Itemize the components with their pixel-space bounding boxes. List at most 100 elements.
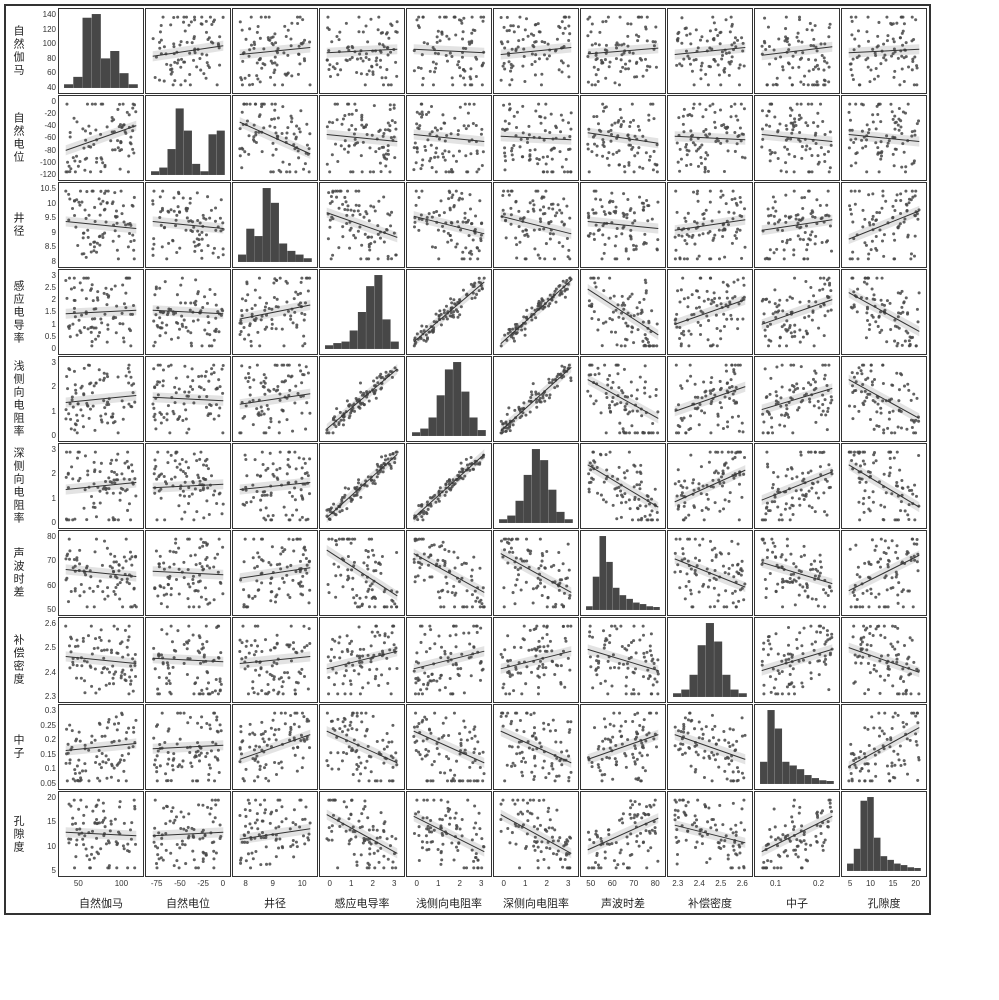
scatter-cell bbox=[667, 443, 753, 529]
scatter-cell bbox=[580, 617, 666, 703]
scatter-cell bbox=[58, 356, 144, 442]
y-tick: 2 bbox=[52, 469, 56, 478]
x-tick: 3 bbox=[479, 879, 483, 888]
y-tick: 0.5 bbox=[45, 332, 56, 341]
y-tick: 5 bbox=[52, 866, 56, 875]
scatter-cell bbox=[754, 95, 840, 181]
y-tick: 2 bbox=[52, 295, 56, 304]
scatter-cell bbox=[754, 617, 840, 703]
x-tick: 70 bbox=[629, 879, 638, 888]
y-tick: 60 bbox=[47, 581, 56, 590]
diag-histogram bbox=[754, 704, 840, 790]
y-tick: 2 bbox=[52, 382, 56, 391]
x-ticks: 0.10.2 bbox=[754, 878, 840, 892]
row-label: 中子 bbox=[8, 704, 28, 790]
scatter-cell bbox=[232, 530, 318, 616]
y-tick: 80 bbox=[47, 54, 56, 63]
y-tick: -80 bbox=[44, 146, 56, 155]
y-tick: 10.5 bbox=[40, 184, 56, 193]
x-label: 井径 bbox=[232, 893, 318, 911]
y-tick: 10 bbox=[47, 842, 56, 851]
y-tick: 0.3 bbox=[45, 706, 56, 715]
scatter-cell bbox=[841, 182, 927, 268]
y-tick: 100 bbox=[43, 39, 56, 48]
scatter-cell bbox=[232, 356, 318, 442]
x-tick: 60 bbox=[608, 879, 617, 888]
scatter-cell bbox=[667, 182, 753, 268]
row-label: 孔隙度 bbox=[8, 791, 28, 877]
scatter-cell bbox=[493, 791, 579, 877]
x-tick: -50 bbox=[174, 879, 186, 888]
row-label: 井径 bbox=[8, 182, 28, 268]
scatter-cell bbox=[841, 8, 927, 94]
y-tick: 50 bbox=[47, 605, 56, 614]
scatter-cell bbox=[841, 356, 927, 442]
x-ticks: 0123 bbox=[493, 878, 579, 892]
scatter-cell bbox=[406, 617, 492, 703]
y-tick: 1 bbox=[52, 494, 56, 503]
y-tick: 40 bbox=[47, 83, 56, 92]
scatter-cell bbox=[580, 356, 666, 442]
scatter-cell bbox=[406, 530, 492, 616]
scatter-cell bbox=[145, 8, 231, 94]
y-tick: -20 bbox=[44, 109, 56, 118]
scatter-cell bbox=[580, 443, 666, 529]
x-label: 深侧向电阻率 bbox=[493, 893, 579, 911]
spacer bbox=[29, 878, 57, 892]
scatter-cell bbox=[58, 269, 144, 355]
y-tick: 1 bbox=[52, 320, 56, 329]
y-tick: 0 bbox=[52, 97, 56, 106]
y-tick: 60 bbox=[47, 68, 56, 77]
scatter-cell bbox=[319, 530, 405, 616]
spacer bbox=[8, 878, 28, 892]
diag-histogram bbox=[841, 791, 927, 877]
scatter-cell bbox=[667, 530, 753, 616]
y-tick: 0 bbox=[52, 344, 56, 353]
y-tick: 0.15 bbox=[40, 750, 56, 759]
scatter-cell bbox=[145, 617, 231, 703]
x-tick: -25 bbox=[197, 879, 209, 888]
x-ticks: 2.32.42.52.6 bbox=[667, 878, 753, 892]
x-tick: 0 bbox=[415, 879, 419, 888]
x-label: 感应电导率 bbox=[319, 893, 405, 911]
x-tick: 8 bbox=[243, 879, 247, 888]
x-ticks: 50607080 bbox=[580, 878, 666, 892]
y-ticks: 140120100806040 bbox=[29, 8, 57, 94]
x-tick: 0 bbox=[221, 879, 225, 888]
diag-histogram bbox=[406, 356, 492, 442]
row-label: 自然伽马 bbox=[8, 8, 28, 94]
y-tick: 0 bbox=[52, 518, 56, 527]
y-tick: 0 bbox=[52, 431, 56, 440]
x-label: 中子 bbox=[754, 893, 840, 911]
y-tick: 70 bbox=[47, 556, 56, 565]
row-label-text: 感应电导率 bbox=[10, 280, 26, 345]
scatter-cell bbox=[406, 791, 492, 877]
scatter-cell bbox=[841, 704, 927, 790]
row-label: 自然电位 bbox=[8, 95, 28, 181]
x-tick: 0 bbox=[502, 879, 506, 888]
scatter-cell bbox=[493, 8, 579, 94]
scatter-cell bbox=[145, 182, 231, 268]
y-tick: 2.4 bbox=[45, 668, 56, 677]
scatter-cell bbox=[580, 269, 666, 355]
y-tick: 2.6 bbox=[45, 619, 56, 628]
row-label-text: 深侧向电阻率 bbox=[10, 447, 26, 525]
scatter-cell bbox=[145, 269, 231, 355]
spacer bbox=[8, 893, 28, 911]
scatter-cell bbox=[58, 704, 144, 790]
y-tick: 15 bbox=[47, 817, 56, 826]
x-tick: 10 bbox=[298, 879, 307, 888]
scatter-cell bbox=[319, 704, 405, 790]
y-tick: 0.2 bbox=[45, 735, 56, 744]
scatter-cell bbox=[493, 269, 579, 355]
y-tick: 3 bbox=[52, 358, 56, 367]
scatter-cell bbox=[145, 356, 231, 442]
row-label-text: 声波时差 bbox=[10, 547, 26, 599]
x-label: 自然伽马 bbox=[58, 893, 144, 911]
x-tick: 2 bbox=[371, 879, 375, 888]
scatter-cell bbox=[754, 8, 840, 94]
scatter-cell bbox=[319, 356, 405, 442]
y-tick: -100 bbox=[40, 158, 56, 167]
row-label: 深侧向电阻率 bbox=[8, 443, 28, 529]
x-tick: 100 bbox=[115, 879, 128, 888]
